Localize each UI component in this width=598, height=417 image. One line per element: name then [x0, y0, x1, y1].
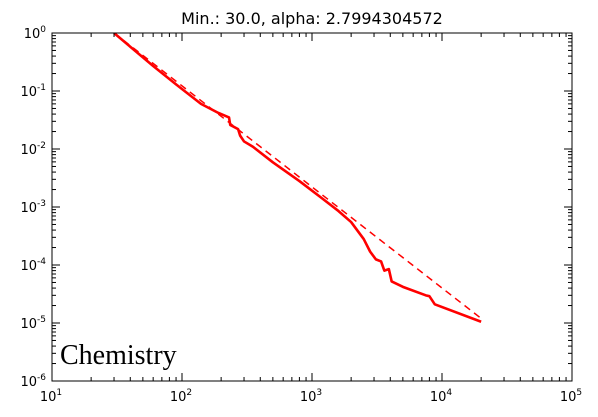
y-tick-label: 100	[24, 25, 47, 42]
x-tick-label: 101	[40, 388, 62, 405]
y-tick-label: 10-3	[20, 199, 46, 216]
chart-title: Min.: 30.0, alpha: 2.7994304572	[181, 9, 443, 28]
y-tick-label: 10-4	[20, 257, 46, 274]
chart-annotation: Chemistry	[60, 340, 177, 371]
y-tick-label: 10-6	[20, 373, 46, 390]
plot-frame	[51, 32, 573, 382]
x-tick-label: 102	[170, 388, 192, 405]
axis-ticks: 101 102 103 104 105 100 10-1 10-2 10-3 10-4 10-5 10…	[20, 25, 582, 405]
y-tick-label: 10-5	[20, 315, 46, 332]
x-tick-label: 104	[430, 388, 453, 405]
x-tick-label: 105	[560, 388, 582, 405]
y-tick-label: 10-1	[20, 83, 46, 100]
data-line	[113, 33, 482, 323]
y-tick-label: 10-2	[20, 141, 46, 158]
x-tick-label: 103	[300, 388, 322, 405]
plot-area	[51, 32, 573, 382]
fit-line	[113, 33, 482, 320]
